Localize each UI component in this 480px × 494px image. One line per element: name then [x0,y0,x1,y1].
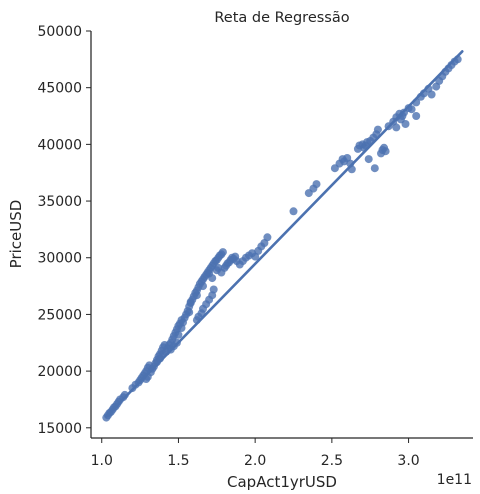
y-axis-ticks: 15000 20000 25000 30000 35000 40000 45000 50000 [37,24,91,437]
data-point [174,330,183,339]
x-tick-label: 2.0 [244,453,266,469]
data-point [209,285,218,294]
data-point [427,90,436,99]
data-point [208,274,217,283]
y-tick-label: 35000 [37,194,82,210]
data-point [364,155,373,164]
data-point [370,164,379,173]
data-point [312,180,321,189]
x-tick-label: 1.0 [91,453,113,469]
y-tick-label: 20000 [37,364,82,380]
data-point [185,308,194,317]
data-point [401,120,410,128]
y-tick-label: 30000 [37,251,82,267]
y-tick-label: 40000 [37,137,82,153]
data-point [186,298,195,306]
y-tick-label: 50000 [37,24,82,40]
data-point [217,268,226,277]
y-tick-label: 45000 [37,81,82,97]
x-axis-label: CapAct1yrUSD [227,473,337,491]
x-tick-label: 3.0 [397,453,419,469]
data-point [289,207,298,216]
x-tick-label: 1.5 [167,453,189,469]
x-axis-offset-label: 1e11 [437,472,472,488]
data-point [392,123,401,132]
data-point [218,248,227,257]
data-point [381,147,390,156]
data-point [263,233,272,242]
data-point [373,125,382,134]
regression-line [105,50,464,418]
chart-title: Reta de Regressão [214,10,349,26]
data-point [192,291,201,300]
x-tick-label: 2.5 [321,453,343,469]
x-axis-ticks: 1.0 1.5 2.0 2.5 3.0 [91,438,420,469]
data-point [412,112,421,120]
y-tick-label: 15000 [37,421,82,437]
y-axis-label: PriceUSD [7,200,25,269]
data-point [199,282,207,291]
y-tick-label: 25000 [37,307,82,323]
